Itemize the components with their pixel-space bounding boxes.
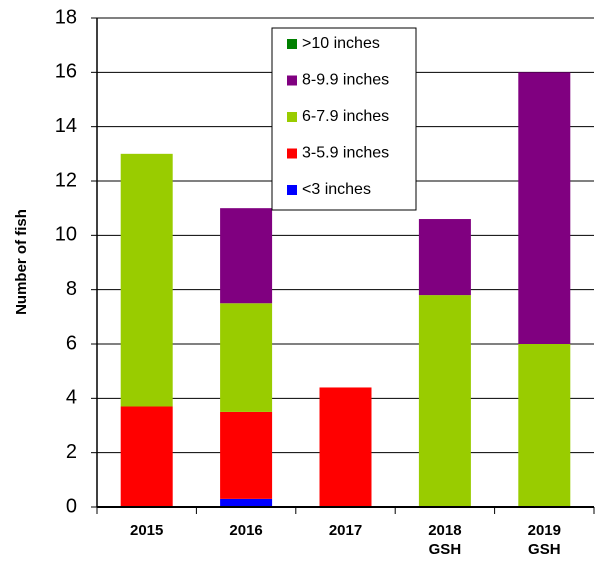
y-tick-label: 10 [55, 224, 77, 246]
x-tick-label: 2016 [229, 522, 262, 539]
x-tick-label-line: 2019 [528, 522, 561, 539]
bar-segment [220, 208, 273, 304]
y-tick-label: 16 [55, 61, 77, 83]
bar-segment [220, 411, 273, 499]
bar-segment [120, 153, 173, 407]
x-tick-label-line: 2017 [329, 522, 362, 539]
bar-segment [418, 295, 471, 507]
y-tick-label: 12 [55, 169, 77, 191]
legend-swatch [287, 112, 297, 122]
bar-segment [220, 303, 273, 412]
legend-swatch [287, 185, 297, 195]
y-tick-label: 18 [55, 6, 77, 28]
y-tick-label: 4 [66, 387, 77, 409]
bar-segment [418, 219, 471, 296]
legend-swatch [287, 75, 297, 86]
x-tick-label: 2018 GSH [428, 522, 461, 558]
x-tick-label-line: 2015 [130, 522, 163, 539]
bar-segment [120, 406, 173, 507]
legend-label: >10 inches [302, 35, 380, 52]
x-tick-label-line: 2018 [428, 522, 461, 539]
bar-segment [319, 387, 372, 507]
y-tick-label: 6 [66, 332, 77, 354]
x-tick-label-line: 2016 [229, 522, 262, 539]
x-tick-label: 2017 [329, 522, 362, 539]
x-tick-label: 2015 [130, 522, 163, 539]
y-axis-title: Number of fish [13, 209, 30, 315]
bar-segment [518, 344, 571, 507]
legend-label: 8-9.9 inches [302, 72, 389, 89]
x-tick-label-line: GSH [528, 541, 561, 558]
legend-label: 3-5.9 inches [302, 145, 389, 162]
bar-segment [220, 498, 273, 507]
bar-segment [518, 72, 571, 344]
x-tick-label-line: GSH [429, 541, 462, 558]
y-tick-label: 0 [66, 495, 77, 517]
legend-label: 6-7.9 inches [302, 108, 389, 125]
legend-swatch [287, 39, 297, 49]
legend-label: <3 inches [302, 181, 371, 198]
x-tick-label: 2019 GSH [528, 522, 561, 558]
y-tick-label: 2 [66, 441, 77, 463]
y-tick-label: 14 [55, 115, 77, 137]
y-tick-label: 8 [66, 278, 77, 300]
legend-swatch [287, 148, 297, 159]
